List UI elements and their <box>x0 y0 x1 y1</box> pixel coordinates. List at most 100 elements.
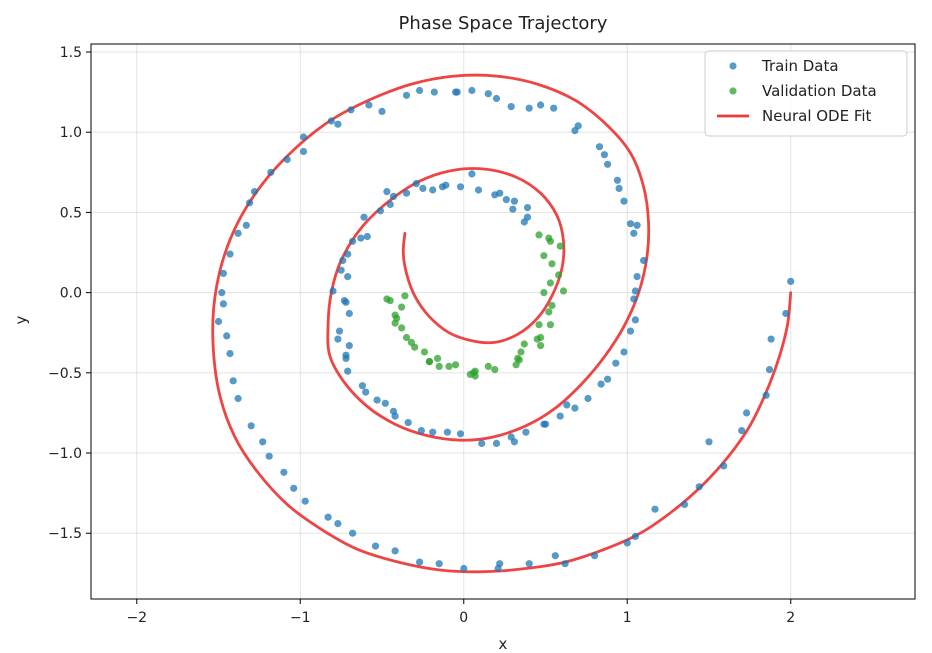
data-point-train-data <box>630 229 638 237</box>
data-point-train-data <box>234 229 242 237</box>
data-point-train-data <box>525 560 533 568</box>
data-point-train-data <box>416 558 424 566</box>
data-point-train-data <box>584 394 592 403</box>
data-point-train-data <box>613 176 622 184</box>
y-axis-title: y <box>12 315 30 324</box>
data-point-train-data <box>743 409 751 417</box>
data-points-layer <box>214 86 795 573</box>
data-point-validation-data <box>383 295 391 303</box>
data-point-train-data <box>492 439 501 447</box>
data-point-train-data <box>280 468 288 476</box>
data-point-train-data <box>378 107 386 115</box>
x-tick-label: 0 <box>459 610 468 626</box>
data-point-train-data <box>339 256 347 265</box>
data-point-train-data <box>381 399 389 407</box>
data-point-validation-data <box>535 321 543 329</box>
data-point-train-data <box>334 335 342 343</box>
data-point-train-data <box>373 396 381 404</box>
legend-label-neural-ode-fit: Neural ODE Fit <box>762 107 872 125</box>
data-point-train-data <box>551 552 559 560</box>
data-point-train-data <box>402 189 411 197</box>
data-point-validation-data <box>545 308 553 316</box>
data-point-train-data <box>226 250 234 258</box>
data-point-validation-data <box>402 333 411 342</box>
data-point-validation-data <box>512 361 520 369</box>
data-point-train-data <box>417 427 425 435</box>
data-point-train-data <box>550 104 558 112</box>
legend-swatch-train-data <box>729 62 737 70</box>
data-point-train-data <box>626 327 635 335</box>
data-point-train-data <box>494 564 502 573</box>
data-point-train-data <box>474 186 483 194</box>
x-tick-label: −2 <box>126 610 147 626</box>
data-point-validation-data <box>548 301 556 310</box>
data-point-train-data <box>507 103 515 111</box>
data-point-validation-data <box>434 354 442 362</box>
data-point-train-data <box>468 86 476 95</box>
data-point-train-data <box>720 462 728 470</box>
data-point-train-data <box>349 237 357 245</box>
data-point-train-data <box>429 428 437 436</box>
legend: Train Data Validation Data Neural ODE Fit <box>704 50 908 137</box>
data-point-train-data <box>620 348 628 356</box>
data-point-train-data <box>430 88 438 96</box>
y-tick-label: 0.5 <box>60 205 82 221</box>
x-axis-title: x <box>499 635 508 653</box>
data-point-train-data <box>502 196 510 204</box>
data-point-train-data <box>595 143 604 151</box>
data-point-validation-data <box>466 370 474 378</box>
data-point-train-data <box>404 419 412 427</box>
data-point-train-data <box>347 106 355 114</box>
data-point-train-data <box>324 513 332 521</box>
data-point-train-data <box>214 317 223 326</box>
data-point-train-data <box>391 547 399 555</box>
data-point-validation-data <box>546 321 555 329</box>
data-point-validation-data <box>537 342 545 350</box>
data-point-train-data <box>349 529 357 537</box>
data-point-train-data <box>345 309 353 318</box>
y-tick-label: −1.5 <box>48 526 82 542</box>
data-point-train-data <box>290 484 298 492</box>
data-point-train-data <box>787 277 795 285</box>
data-point-train-data <box>453 88 461 96</box>
data-point-validation-data <box>559 287 568 295</box>
data-point-validation-data <box>391 311 399 319</box>
grid-lines <box>91 44 915 599</box>
data-point-train-data <box>523 213 532 221</box>
data-point-train-data <box>782 309 790 318</box>
data-point-train-data <box>389 192 398 200</box>
data-point-train-data <box>247 422 255 430</box>
data-point-train-data <box>591 552 599 560</box>
data-point-train-data <box>301 497 309 505</box>
data-point-validation-data <box>546 237 555 245</box>
data-point-train-data <box>435 560 443 568</box>
data-point-train-data <box>383 188 391 196</box>
data-point-train-data <box>478 439 486 447</box>
data-point-train-data <box>496 189 504 197</box>
data-point-train-data <box>342 354 350 362</box>
data-point-validation-data <box>398 324 406 332</box>
data-point-train-data <box>620 197 628 205</box>
data-point-train-data <box>402 91 411 99</box>
data-point-train-data <box>600 151 609 159</box>
legend-label-validation-data: Validation Data <box>762 82 877 100</box>
data-point-train-data <box>597 380 605 388</box>
data-point-validation-data <box>546 279 555 287</box>
data-point-train-data <box>265 452 273 460</box>
data-point-train-data <box>363 232 371 241</box>
data-point-train-data <box>612 359 620 367</box>
data-point-train-data <box>525 104 533 112</box>
data-point-train-data <box>561 560 569 568</box>
fit-line-layer <box>211 73 793 574</box>
data-point-train-data <box>563 401 571 409</box>
data-point-train-data <box>456 430 465 438</box>
data-point-train-data <box>442 181 450 189</box>
data-point-train-data <box>631 532 640 541</box>
data-point-train-data <box>242 221 250 229</box>
data-point-validation-data <box>491 366 499 374</box>
data-point-train-data <box>765 366 774 374</box>
data-point-train-data <box>334 520 342 528</box>
data-point-train-data <box>389 407 398 415</box>
data-point-train-data <box>299 133 308 141</box>
